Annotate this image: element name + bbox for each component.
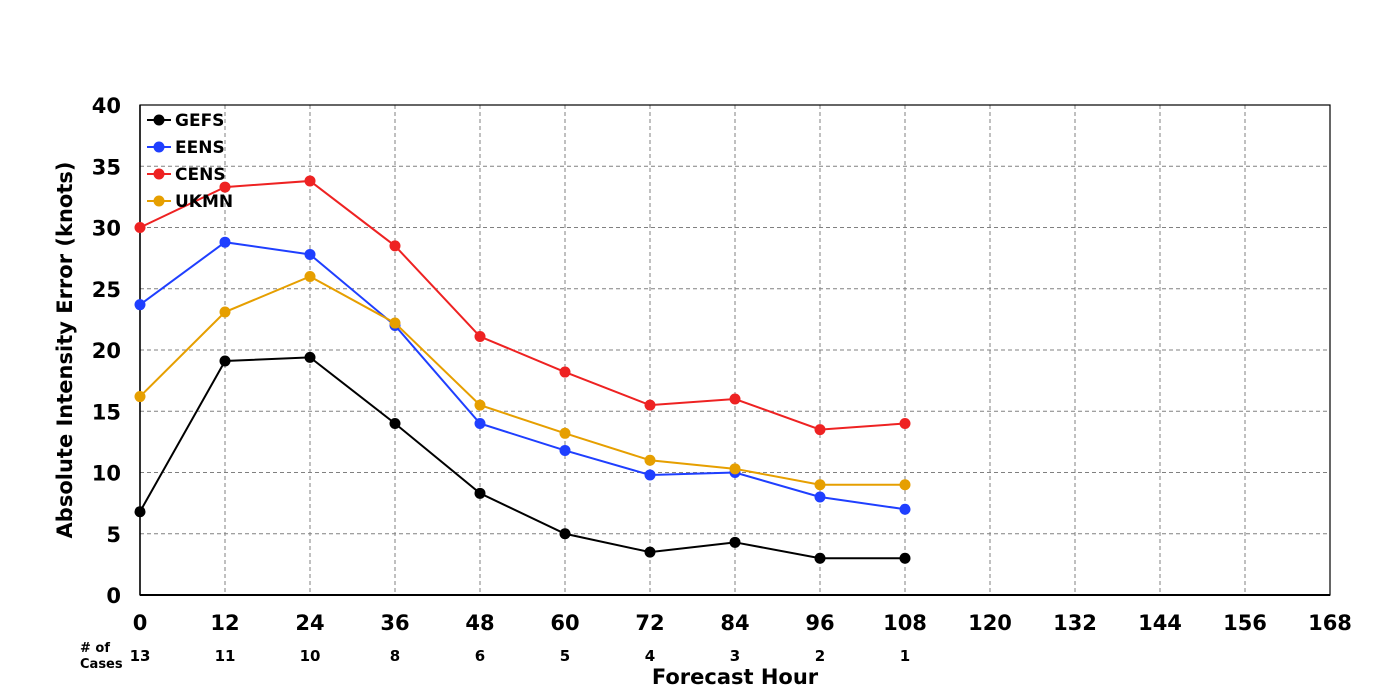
data-point-ukmn [474, 399, 486, 411]
cases-count: 10 [300, 647, 321, 665]
data-point-cens [644, 399, 656, 411]
data-point-eens [899, 503, 911, 515]
data-point-ukmn [729, 463, 741, 475]
x-tick-label: 60 [550, 611, 579, 635]
legend-label: CENS [175, 165, 226, 185]
series-line-cens [139, 179, 906, 431]
cases-count: 5 [560, 647, 570, 665]
data-point-eens [474, 418, 486, 429]
legend-marker [153, 114, 165, 126]
cases-count: 13 [130, 647, 151, 665]
data-point-ukmn [814, 479, 826, 491]
cases-count: 11 [215, 647, 236, 665]
data-point-ukmn [304, 271, 316, 282]
grid-lines [140, 105, 1330, 595]
data-point-gefs [304, 351, 316, 363]
data-point-ukmn [134, 391, 146, 403]
x-tick-label: 48 [465, 611, 494, 635]
x-tick-label: 36 [380, 611, 409, 635]
legend: GEFS EENS CENS UKMN [147, 111, 233, 212]
cases-count: 8 [390, 647, 400, 665]
data-point-eens [219, 236, 231, 248]
data-point-eens [559, 444, 571, 456]
x-tick-label: 12 [210, 611, 239, 635]
data-point-gefs [729, 536, 741, 548]
x-axis-title: Forecast Hour [652, 665, 819, 689]
cases-count: 3 [730, 647, 740, 665]
data-point-gefs [134, 506, 146, 518]
x-tick-label: 156 [1223, 611, 1267, 635]
legend-label: GEFS [175, 111, 224, 131]
cases-count: 4 [645, 647, 655, 665]
data-point-cens [474, 331, 486, 343]
y-tick-label: 30 [92, 217, 121, 241]
x-tick-label: 132 [1053, 611, 1097, 635]
data-point-ukmn [559, 427, 571, 439]
data-point-ukmn [644, 454, 656, 466]
data-point-cens [219, 181, 231, 193]
data-point-gefs [814, 552, 826, 564]
data-point-cens [389, 240, 401, 252]
legend-marker [153, 195, 165, 207]
cases-count: 1 [900, 647, 910, 665]
data-point-ukmn [899, 479, 911, 491]
data-point-cens [729, 393, 741, 405]
cases-count: 2 [815, 647, 825, 665]
data-point-gefs [644, 546, 656, 558]
y-tick-label: 0 [106, 584, 121, 608]
series-line-ukmn [139, 275, 905, 486]
data-point-cens [899, 418, 911, 429]
y-tick-label: 35 [92, 155, 121, 179]
cases-count: 6 [475, 647, 485, 665]
legend-label: UKMN [175, 192, 233, 212]
y-tick-label: 15 [92, 400, 121, 424]
cases-row: 13 11 10 8 6 5 4 3 2 1 [130, 647, 911, 665]
data-point-cens [134, 222, 146, 233]
y-tick-label: 20 [92, 339, 121, 363]
y-tick-label: 5 [106, 523, 121, 547]
data-point-gefs [219, 355, 231, 367]
data-point-gefs [559, 528, 571, 540]
data-point-ukmn [389, 317, 401, 329]
x-tick-label: 24 [295, 611, 324, 635]
series-line-eens [139, 241, 906, 511]
data-point-gefs [389, 418, 401, 429]
series-line-gefs [139, 356, 905, 560]
x-tick-label: 144 [1138, 611, 1182, 635]
data-point-eens [304, 248, 316, 260]
x-tick-label: 72 [635, 611, 664, 635]
legend-marker [153, 141, 165, 153]
cases-label-line1: # of [80, 641, 110, 656]
series-lines [134, 175, 911, 564]
x-tick-label: 96 [805, 611, 834, 635]
y-tick-label: 25 [92, 278, 121, 302]
legend-marker [153, 168, 165, 180]
data-point-cens [814, 424, 826, 436]
data-point-eens [814, 491, 826, 503]
axes: 0 12 24 36 48 60 72 84 96 108 120 132 144 156 168 0 5 10 1… [92, 94, 1352, 635]
data-point-cens [304, 175, 316, 187]
legend-label: EENS [175, 138, 225, 158]
x-tick-label: 120 [968, 611, 1012, 635]
data-point-gefs [474, 487, 486, 499]
y-tick-label: 10 [92, 462, 121, 486]
data-point-gefs [899, 552, 911, 564]
data-point-eens [644, 469, 656, 481]
data-point-ukmn [219, 306, 231, 318]
y-axis-title: Absolute Intensity Error (knots) [53, 162, 77, 539]
x-tick-label: 168 [1308, 611, 1352, 635]
data-point-eens [134, 299, 146, 311]
y-tick-label: 40 [92, 94, 121, 118]
x-tick-label: 108 [883, 611, 927, 635]
x-tick-label: 0 [133, 611, 148, 635]
data-point-cens [559, 366, 571, 378]
x-tick-label: 84 [720, 611, 749, 635]
cases-label-line2: Cases [80, 657, 123, 672]
